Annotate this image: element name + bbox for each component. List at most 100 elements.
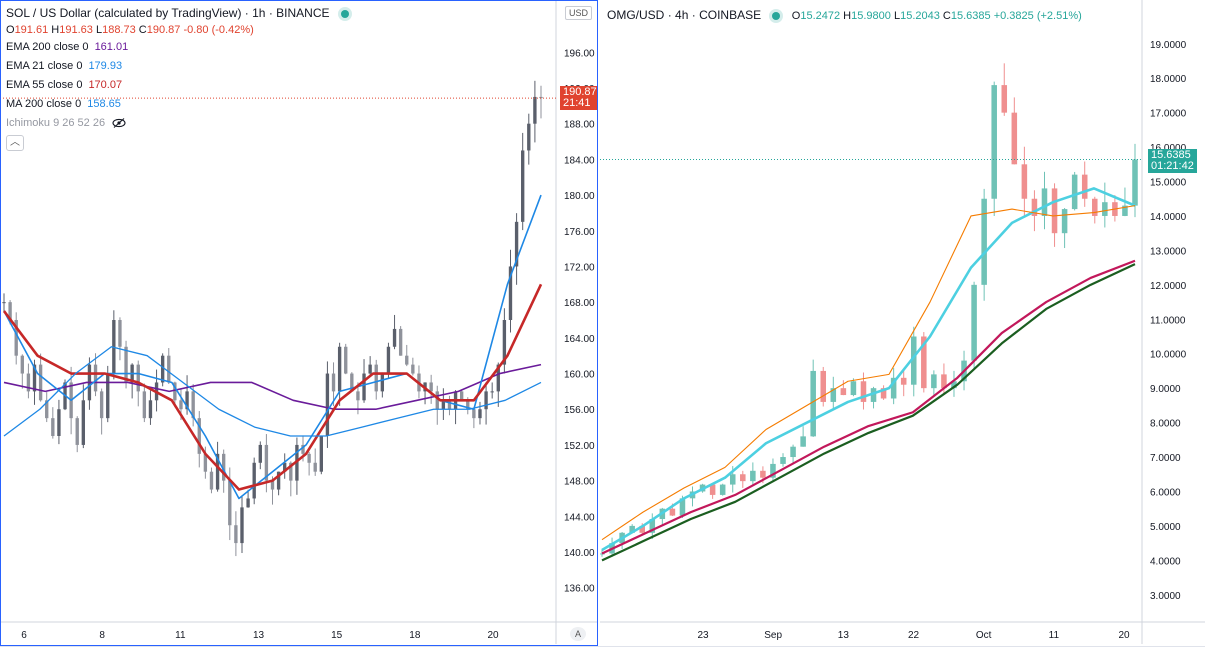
sol-open: 191.61 bbox=[14, 24, 49, 36]
candle-body bbox=[900, 377, 907, 385]
candle-body bbox=[106, 373, 110, 419]
omg-close: 15.6385 bbox=[950, 10, 991, 22]
eye-hidden-icon[interactable] bbox=[112, 117, 126, 129]
candle-body bbox=[264, 444, 269, 481]
y-tick-label: 180.00 bbox=[564, 191, 595, 202]
indicator-ema21[interactable]: EMA 21 close 0 179.93 bbox=[6, 57, 349, 76]
ichimoku-label: Ichimoku 9 26 52 26 bbox=[6, 117, 106, 129]
candle-body bbox=[472, 409, 476, 419]
sol-interval: 1h bbox=[252, 6, 266, 20]
candle-body bbox=[38, 364, 43, 401]
sol-chart-canvas[interactable]: 196.00192.00188.00184.00180.00176.00172.… bbox=[0, 0, 598, 646]
series-line-2 bbox=[2, 283, 543, 491]
indicator-ichimoku[interactable]: Ichimoku 9 26 52 26 bbox=[6, 114, 349, 133]
candle-body bbox=[502, 320, 507, 365]
candle-body bbox=[760, 470, 766, 478]
sol-price-tag-countdown: 21:41 bbox=[563, 97, 591, 109]
candle-body bbox=[215, 453, 220, 490]
omg-change: +0.3825 bbox=[993, 10, 1034, 22]
currency-button[interactable]: USD bbox=[565, 6, 593, 20]
x-tick-label: 11 bbox=[175, 630, 186, 641]
candle-body bbox=[527, 123, 531, 151]
series-line-3 bbox=[3, 346, 542, 437]
indicator-ma200[interactable]: MA 200 close 0 158.65 bbox=[6, 95, 349, 114]
sol-ohlc: O191.61 H191.63 L188.73 C190.87 -0.80 (-… bbox=[6, 24, 254, 36]
x-tick-label: 15 bbox=[331, 630, 343, 641]
market-status-icon bbox=[340, 9, 349, 18]
candle-body bbox=[276, 471, 281, 490]
candle-body bbox=[709, 484, 716, 495]
candle-body bbox=[99, 391, 104, 419]
candle-body bbox=[167, 355, 171, 383]
indicator-name: EMA 200 close 0 bbox=[6, 41, 89, 53]
indicator-ema200[interactable]: EMA 200 close 0 161.01 bbox=[6, 38, 349, 57]
bottom-toolbar bbox=[0, 646, 1205, 658]
candle-body bbox=[447, 400, 452, 410]
omg-interval: 4h bbox=[675, 8, 689, 22]
candle-body bbox=[1001, 85, 1008, 113]
candle-body bbox=[75, 418, 79, 445]
candle-body bbox=[921, 336, 927, 389]
candle-body bbox=[810, 370, 816, 437]
omg-symbol: OMG/USD bbox=[607, 8, 665, 22]
candle-body bbox=[750, 470, 756, 482]
candle-body bbox=[1061, 209, 1068, 234]
y-tick-label: 16.0000 bbox=[1150, 143, 1187, 154]
candle-body bbox=[142, 391, 147, 419]
candle-body bbox=[270, 480, 275, 490]
omg-chart-canvas[interactable]: 19.0000 18.0000 17.0000 16.0000 15.0000 14.00… bbox=[600, 0, 1205, 646]
x-tick-label: 23 bbox=[697, 630, 709, 641]
candle-body bbox=[860, 381, 867, 402]
collapse-legend-button[interactable]: ︿ bbox=[6, 135, 24, 151]
y-tick-label: 156.00 bbox=[564, 405, 595, 416]
candle-body bbox=[93, 364, 98, 392]
candle-body bbox=[1051, 188, 1058, 234]
candle-body bbox=[719, 484, 726, 495]
candle-body bbox=[478, 409, 482, 419]
candle-body bbox=[350, 373, 354, 392]
y-tick-label: 8.0000 bbox=[1150, 419, 1181, 430]
indicator-value: 170.07 bbox=[88, 79, 123, 91]
candle-body bbox=[1021, 164, 1028, 199]
x-tick-label: 13 bbox=[253, 630, 265, 641]
y-tick-label: 12.0000 bbox=[1150, 281, 1187, 292]
omg-chart-pane[interactable]: 19.0000 18.0000 17.0000 16.0000 15.0000 14.00… bbox=[600, 0, 1205, 646]
indicator-name: EMA 21 close 0 bbox=[6, 60, 83, 72]
candle-body bbox=[679, 498, 686, 516]
y-tick-label: 196.00 bbox=[564, 48, 595, 59]
candle-body bbox=[26, 373, 31, 392]
candle-body bbox=[81, 400, 86, 445]
auto-scale-button[interactable]: A bbox=[570, 627, 586, 641]
candle-body bbox=[209, 471, 214, 490]
candle-body bbox=[405, 355, 409, 365]
candle-body bbox=[649, 519, 656, 533]
y-tick-label: 19.0000 bbox=[1150, 40, 1187, 51]
candle-body bbox=[258, 444, 262, 463]
candle-body bbox=[197, 418, 201, 454]
y-tick-label: 184.00 bbox=[564, 155, 595, 166]
candle-body bbox=[246, 498, 250, 508]
candle-body bbox=[850, 381, 857, 396]
y-tick-label: 176.00 bbox=[564, 227, 595, 238]
x-tick-label: 11 bbox=[1049, 630, 1060, 641]
sol-price-tag: 190.87 21:41 bbox=[560, 86, 598, 110]
y-tick-label: 6.0000 bbox=[1150, 487, 1181, 498]
candle-body bbox=[191, 391, 195, 419]
omg-open: 15.2472 bbox=[800, 10, 841, 22]
candle-body bbox=[301, 444, 305, 454]
sol-chart-pane[interactable]: 196.00192.00188.00184.00180.00176.00172.… bbox=[0, 0, 598, 646]
y-tick-label: 148.00 bbox=[564, 477, 595, 488]
candle-body bbox=[234, 525, 238, 544]
series-line-1 bbox=[601, 205, 1136, 541]
candle-body bbox=[331, 373, 336, 392]
candle-body bbox=[374, 364, 378, 392]
candle-body bbox=[490, 391, 494, 393]
y-tick-label: 168.00 bbox=[564, 298, 595, 309]
indicator-ema55[interactable]: EMA 55 close 0 170.07 bbox=[6, 76, 349, 95]
candle-body bbox=[931, 374, 937, 389]
y-tick-label: 18.0000 bbox=[1150, 74, 1187, 85]
x-tick-label: Sep bbox=[764, 630, 782, 641]
y-tick-label: 9.0000 bbox=[1150, 384, 1181, 395]
candle-body bbox=[1132, 159, 1138, 206]
candle-body bbox=[51, 418, 55, 436]
